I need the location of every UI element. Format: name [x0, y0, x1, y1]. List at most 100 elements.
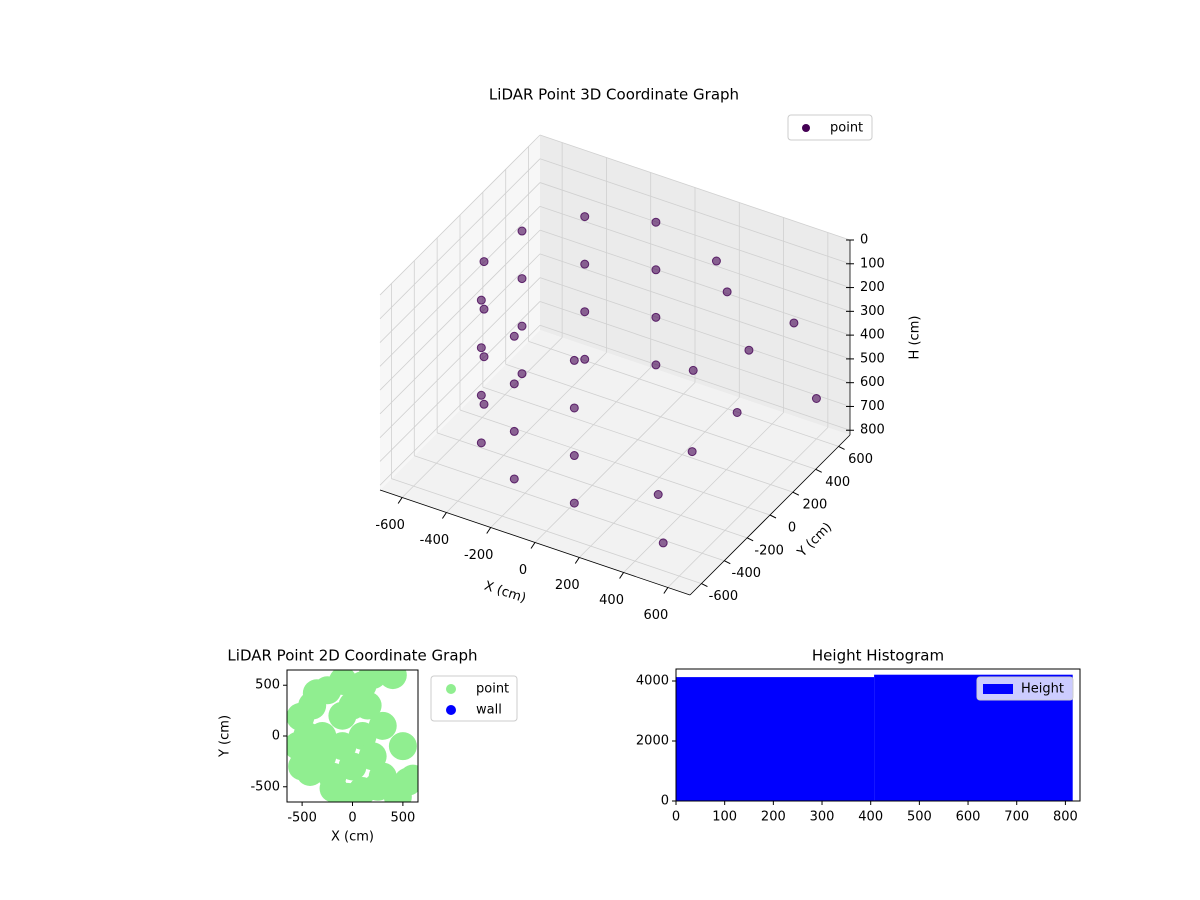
- x-tick-label: 500: [390, 811, 415, 826]
- z-tick-label: 300: [860, 304, 885, 319]
- legend-marker: [446, 684, 456, 694]
- grid-line: [505, 363, 816, 470]
- grid-line: [379, 301, 541, 462]
- x-tick: [530, 542, 536, 549]
- point: [651, 312, 661, 322]
- y-tick-label: 0: [661, 794, 669, 809]
- grid-line: [379, 229, 541, 391]
- y-tick: [746, 537, 754, 542]
- point: [476, 343, 486, 353]
- grid-line: [528, 341, 839, 447]
- grid-line: [539, 134, 851, 241]
- point: [569, 355, 579, 365]
- grid-line: [539, 277, 851, 384]
- grid-line: [379, 324, 541, 486]
- grid-line: [391, 478, 702, 584]
- x-tick-label: 400: [599, 593, 624, 608]
- point: [722, 287, 732, 297]
- x-axis-label: X (cm): [331, 830, 374, 845]
- y-tick-label: 2000: [636, 734, 669, 749]
- point: [353, 691, 382, 720]
- x-tick: [619, 572, 624, 579]
- y-tick-label: 4000: [636, 674, 669, 689]
- point: [744, 345, 754, 355]
- bar: [676, 677, 875, 801]
- grid-line: [539, 158, 851, 265]
- x-tick-label: 700: [1004, 810, 1029, 825]
- point: [509, 331, 519, 341]
- z-tick-label: 400: [860, 328, 885, 343]
- z-tick-label: 200: [860, 280, 885, 295]
- legend-label: point: [476, 682, 509, 697]
- grid-line: [379, 182, 541, 343]
- x-tick-label: 800: [1053, 810, 1078, 825]
- z-tick-label: 700: [860, 399, 885, 414]
- legend-box: [787, 114, 873, 141]
- point: [651, 265, 661, 275]
- y-tick-label: -400: [732, 566, 762, 581]
- x-axis-line: [379, 489, 691, 596]
- y-tick-label: 500: [255, 678, 280, 693]
- y-tick: [838, 445, 845, 450]
- point: [580, 307, 590, 317]
- grid-line: [539, 205, 851, 312]
- point: [476, 295, 486, 305]
- grid-line: [379, 134, 541, 296]
- legend-marker: [983, 684, 1013, 694]
- point: [517, 226, 527, 236]
- point: [789, 318, 799, 328]
- grid-line: [379, 253, 541, 415]
- point: [313, 676, 342, 705]
- x-tick-label: 200: [761, 810, 786, 825]
- y-tick-label: 200: [802, 498, 827, 513]
- legend-box: [976, 676, 1074, 701]
- grid-line: [539, 324, 851, 431]
- legend-label: Height: [1021, 682, 1064, 697]
- legend-marker: [446, 705, 456, 715]
- point: [293, 722, 322, 750]
- x-tick-label: -400: [420, 533, 450, 548]
- y-tick-label: 0: [272, 729, 280, 744]
- chart-title: LiDAR Point 2D Coordinate Graph: [227, 647, 477, 665]
- grid-line: [437, 432, 748, 539]
- point: [569, 451, 579, 461]
- grid-line: [459, 409, 771, 516]
- point: [509, 474, 519, 484]
- point: [333, 782, 362, 802]
- x-tick-label: 0: [672, 810, 680, 825]
- point: [363, 772, 392, 801]
- chart-title: Height Histogram: [812, 647, 944, 665]
- y-tick: [769, 514, 777, 519]
- x-tick-label: 100: [712, 810, 737, 825]
- y-tick-label: -200: [754, 543, 784, 558]
- y-tick-label: 400: [825, 475, 850, 490]
- legend-marker: [802, 124, 810, 132]
- x-tick-label: 400: [858, 810, 883, 825]
- y-tick: [815, 468, 822, 473]
- point: [517, 274, 527, 284]
- x-tick-label: 0: [348, 811, 356, 826]
- x-tick-label: 500: [907, 810, 932, 825]
- y-tick: [792, 491, 800, 496]
- x-tick: [397, 497, 403, 504]
- point: [651, 360, 661, 370]
- point: [651, 217, 661, 227]
- point: [328, 732, 357, 761]
- z-axis-label: H (cm): [908, 316, 923, 360]
- x-tick-label: 200: [555, 578, 580, 593]
- x-tick-label: 0: [519, 563, 527, 578]
- x-tick: [486, 527, 492, 534]
- x-tick: [442, 512, 447, 519]
- point: [509, 426, 519, 436]
- z-tick-label: 800: [860, 423, 885, 438]
- x-tick-label: -600: [375, 518, 405, 533]
- point: [569, 403, 579, 413]
- y-tick: [724, 560, 731, 565]
- x-tick-label: -500: [287, 811, 317, 826]
- point: [476, 390, 486, 400]
- point: [388, 732, 417, 761]
- grid-line: [539, 229, 851, 336]
- y-tick-label: 600: [848, 452, 873, 467]
- point: [811, 394, 821, 404]
